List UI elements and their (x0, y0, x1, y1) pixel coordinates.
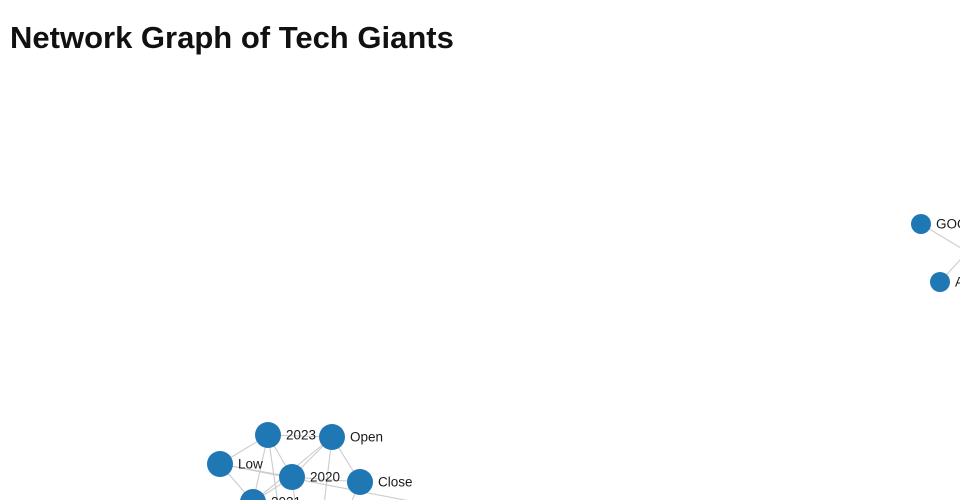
graph-edge-offscreen (267, 434, 279, 500)
graph-node-Low[interactable] (207, 451, 233, 477)
graph-edge-offscreen (324, 436, 333, 500)
graph-node-label-Low: Low (238, 457, 263, 472)
graph-node-AAPL[interactable] (930, 272, 950, 292)
graph-node-Close[interactable] (347, 469, 373, 495)
graph-edge-offscreen (219, 463, 408, 500)
graph-node-Open[interactable] (319, 424, 345, 450)
graph-node-label-2020: 2020 (310, 470, 340, 485)
graph-node-label-GOOGL: GOOGL (936, 217, 960, 232)
graph-node-label-2023: 2023 (286, 428, 316, 443)
graph-node-label-Open: Open (350, 430, 383, 445)
graph-edge-offscreen (920, 223, 960, 249)
graph-node-2020[interactable] (279, 464, 305, 490)
graph-node-label-Close: Close (378, 475, 413, 490)
graph-node-2023[interactable] (255, 422, 281, 448)
chart-title: Network Graph of Tech Giants (10, 20, 454, 55)
graph-node-GOOGL[interactable] (911, 214, 931, 234)
graph-node-label-2021: 2021 (271, 495, 301, 500)
graph-node-label-AAPL: AAPL (955, 275, 960, 290)
graph-node-2021[interactable] (240, 489, 266, 500)
